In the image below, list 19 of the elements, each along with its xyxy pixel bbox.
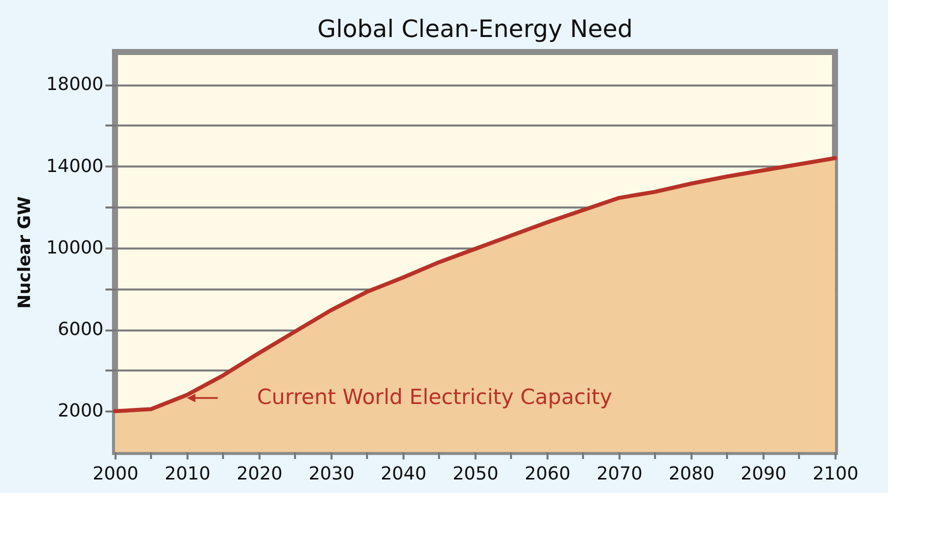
- x-tick-label: 2040: [380, 464, 426, 484]
- x-tick-label: 2100: [812, 464, 858, 484]
- x-tick-label: 2080: [668, 464, 714, 484]
- x-tick-label: 2060: [524, 464, 570, 484]
- y-tick-label: 6000: [58, 319, 104, 340]
- y-tick-label: 18000: [46, 74, 104, 96]
- annotation: Current World Electricity Capacity: [257, 385, 612, 409]
- x-tick-label: 2070: [596, 464, 642, 484]
- x-tick-label: 2050: [452, 464, 498, 484]
- x-tick-label: 2010: [164, 464, 210, 484]
- y-axis-title: Nuclear GW: [15, 196, 36, 309]
- x-tick-label: 2030: [308, 464, 354, 484]
- y-tick-label: 14000: [46, 156, 104, 177]
- y-tick-label: 2000: [58, 400, 104, 422]
- x-tick-label: 2020: [236, 464, 282, 484]
- x-tick-label: 2000: [92, 464, 138, 484]
- y-tick-label: 10000: [46, 237, 104, 258]
- chart-title: Global Clean-Energy Need: [317, 15, 633, 43]
- x-tick-label: 2090: [740, 464, 786, 484]
